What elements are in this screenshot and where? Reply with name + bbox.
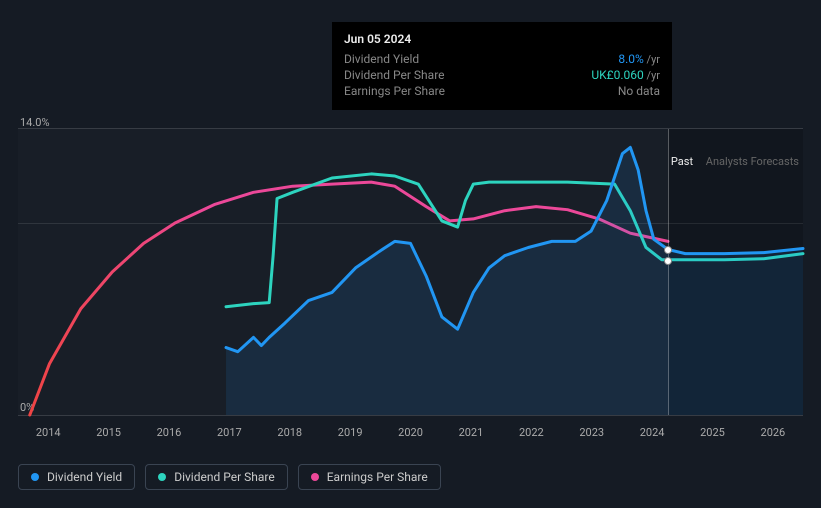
x-axis: 2014201520162017201820192020202120222023… — [18, 426, 803, 446]
region-labels: Past Analysts Forecasts — [661, 155, 799, 168]
chart-container: 14.0% 0% Past Analysts Forecasts 2014201… — [18, 108, 803, 446]
legend-dot-icon — [158, 473, 166, 481]
legend-item[interactable]: Dividend Yield — [18, 464, 135, 490]
legend-label: Dividend Yield — [47, 470, 122, 484]
tooltip-unit: /yr — [644, 69, 660, 82]
tooltip-metric-value: UK£0.060 /yr — [591, 68, 660, 82]
past-label: Past — [671, 155, 693, 168]
x-tick: 2020 — [380, 426, 440, 446]
legend-dot-icon — [311, 473, 319, 481]
x-tick: 2025 — [682, 426, 742, 446]
x-tick: 2019 — [320, 426, 380, 446]
chart-tooltip: Jun 05 2024 Dividend Yield8.0% /yrDivide… — [332, 22, 672, 110]
tooltip-row: Dividend Per Share UK£0.060 /yr — [344, 68, 660, 82]
legend-label: Earnings Per Share — [327, 470, 428, 484]
tooltip-metric-value: No data — [618, 84, 660, 98]
legend-item[interactable]: Dividend Per Share — [145, 464, 288, 490]
tooltip-metric-label: Dividend Yield — [344, 52, 419, 66]
tooltip-unit: /yr — [644, 53, 660, 66]
legend-label: Dividend Per Share — [174, 470, 275, 484]
x-tick: 2023 — [562, 426, 622, 446]
forecast-label: Analysts Forecasts — [706, 155, 799, 168]
legend-dot-icon — [31, 473, 39, 481]
chart-svg — [18, 129, 803, 415]
plot-area: Past Analysts Forecasts — [18, 128, 803, 416]
x-tick: 2026 — [743, 426, 803, 446]
tooltip-metric-label: Earnings Per Share — [344, 84, 445, 98]
data-marker — [664, 257, 672, 265]
hover-vertical-line — [668, 129, 669, 415]
data-marker — [664, 246, 672, 254]
tooltip-metric-value: 8.0% /yr — [618, 52, 660, 66]
x-tick: 2015 — [78, 426, 138, 446]
chart-legend: Dividend Yield Dividend Per Share Earnings… — [18, 464, 441, 490]
x-tick: 2022 — [501, 426, 561, 446]
tooltip-metric-label: Dividend Per Share — [344, 68, 445, 82]
tooltip-row: Earnings Per Share No data — [344, 84, 660, 98]
x-tick: 2014 — [18, 426, 78, 446]
x-tick: 2016 — [139, 426, 199, 446]
legend-item[interactable]: Earnings Per Share — [298, 464, 441, 490]
x-tick: 2021 — [441, 426, 501, 446]
tooltip-date: Jun 05 2024 — [344, 32, 660, 46]
x-tick: 2018 — [260, 426, 320, 446]
x-tick: 2017 — [199, 426, 259, 446]
x-tick: 2024 — [622, 426, 682, 446]
tooltip-row: Dividend Yield 8.0% /yr — [344, 52, 660, 66]
